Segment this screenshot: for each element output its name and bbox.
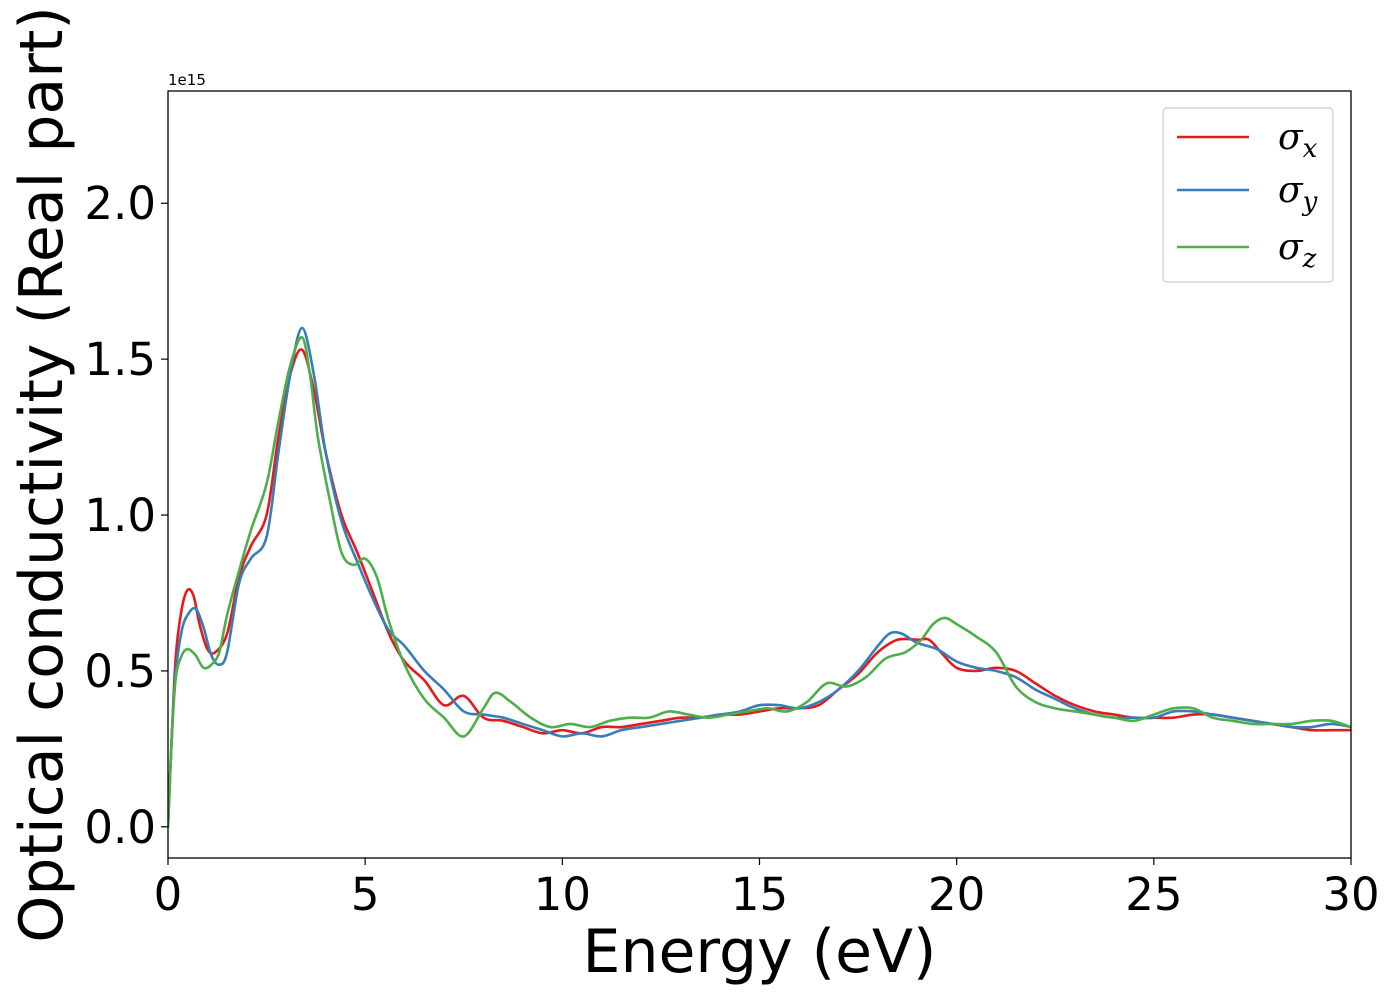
y-tick-label: 0.0 [84,801,156,854]
series-line-y [168,326,1351,829]
legend-label-z: σz [1278,227,1317,274]
y-axis-ticks: 0.0 0.5 1.0 1.5 2.0 [84,177,168,854]
x-tick-label: 25 [1125,868,1182,921]
y-offset-label: 1e15 [168,71,206,89]
y-tick-label: 1.5 [84,333,156,386]
legend-label-y: σy [1278,170,1318,217]
series-line-z [168,336,1351,829]
series-line-x [168,348,1351,829]
x-tick-label: 30 [1322,868,1379,921]
y-tick-label: 2.0 [84,177,156,230]
series-layer [168,326,1351,829]
y-tick-label: 1.0 [84,489,156,542]
x-axis-title: Energy (eV) [583,917,937,987]
y-axis-title: Optical conductivity (Real part) [7,6,77,943]
legend-label-x: σx [1278,117,1318,164]
x-axis-ticks: 0 5 10 15 20 25 30 [154,858,1380,921]
x-tick-label: 5 [351,868,380,921]
x-tick-label: 20 [928,868,985,921]
y-tick-label: 0.5 [84,645,156,698]
x-tick-label: 10 [534,868,591,921]
x-tick-label: 15 [731,868,788,921]
legend-box [1162,107,1334,283]
x-tick-label: 0 [154,868,183,921]
legend: σx σy σz [1162,107,1334,283]
